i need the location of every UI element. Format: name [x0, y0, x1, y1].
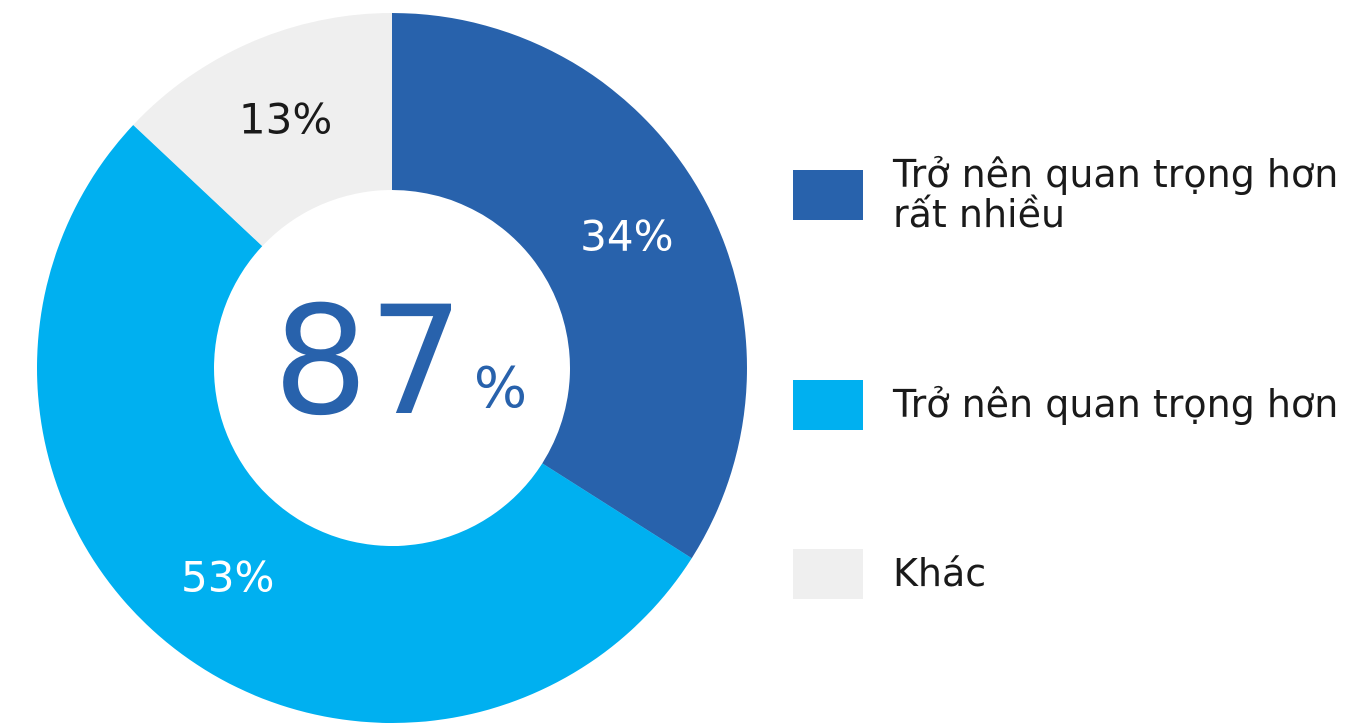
donut-slice	[133, 13, 393, 247]
legend-label: Trở nên quan trọng hơn	[893, 382, 1339, 427]
center-value: 87	[273, 275, 464, 449]
legend-item: Trở nên quan trọng hơn	[793, 380, 1353, 430]
value-label: 13%	[239, 95, 332, 144]
value-label: 34%	[580, 211, 673, 260]
donut-slice	[37, 124, 692, 723]
legend-swatch	[793, 380, 863, 430]
legend-label: Trở nên quan trọng hơn rất nhiều	[893, 152, 1339, 236]
legend-item: Trở nên quan trọng hơn rất nhiều	[793, 152, 1353, 236]
legend-swatch	[793, 169, 863, 220]
legend-swatch	[793, 549, 863, 599]
center-unit: %	[474, 356, 527, 421]
legend-label: Khác	[893, 551, 987, 596]
center-label: 87%	[273, 275, 527, 449]
value-label: 53%	[181, 552, 274, 601]
legend-item: Khác	[793, 549, 1353, 599]
donut-slice	[392, 13, 747, 559]
